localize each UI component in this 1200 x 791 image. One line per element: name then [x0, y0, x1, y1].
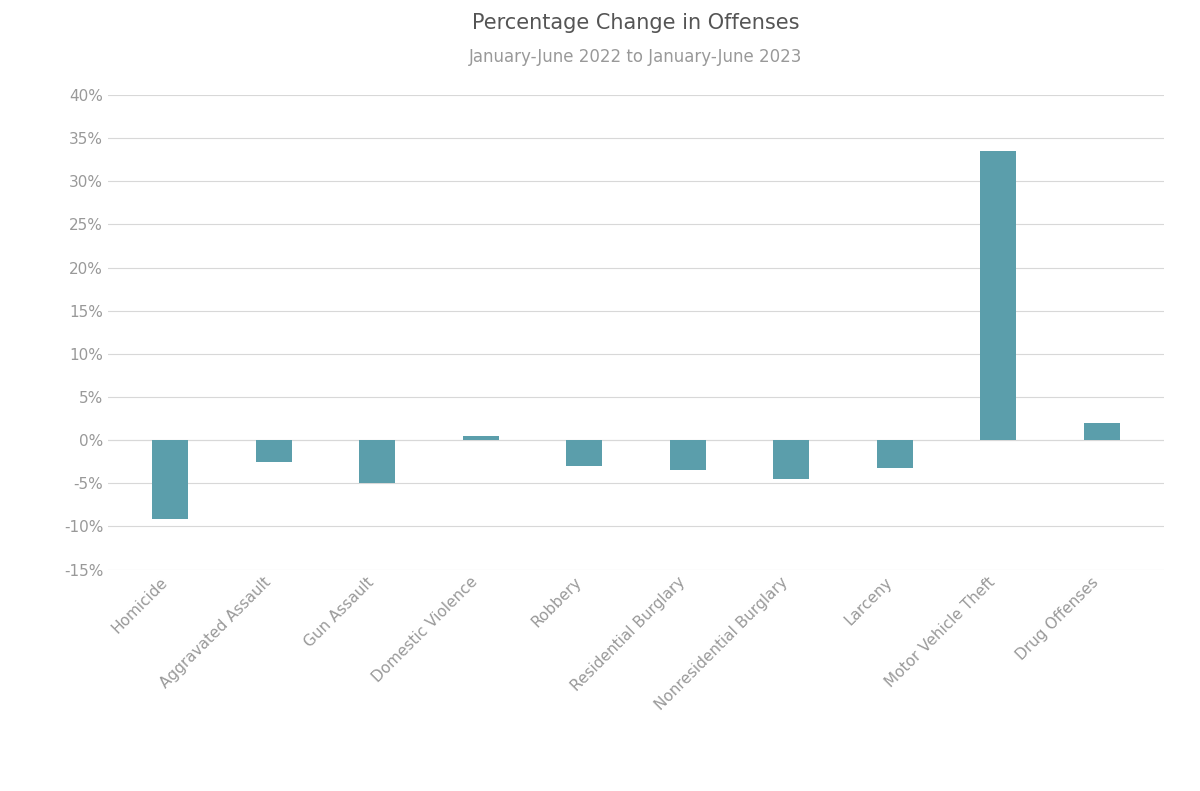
Bar: [670, 440, 706, 471]
Text: January-June 2022 to January-June 2023: January-June 2022 to January-June 2023: [469, 48, 803, 66]
Bar: [256, 440, 292, 462]
Bar: [1084, 423, 1120, 440]
Bar: [462, 436, 499, 440]
Bar: [152, 440, 188, 519]
Text: Percentage Change in Offenses: Percentage Change in Offenses: [473, 13, 799, 33]
Bar: [773, 440, 810, 479]
Bar: [359, 440, 395, 483]
Bar: [980, 151, 1016, 440]
Bar: [877, 440, 913, 467]
Bar: [566, 440, 602, 466]
